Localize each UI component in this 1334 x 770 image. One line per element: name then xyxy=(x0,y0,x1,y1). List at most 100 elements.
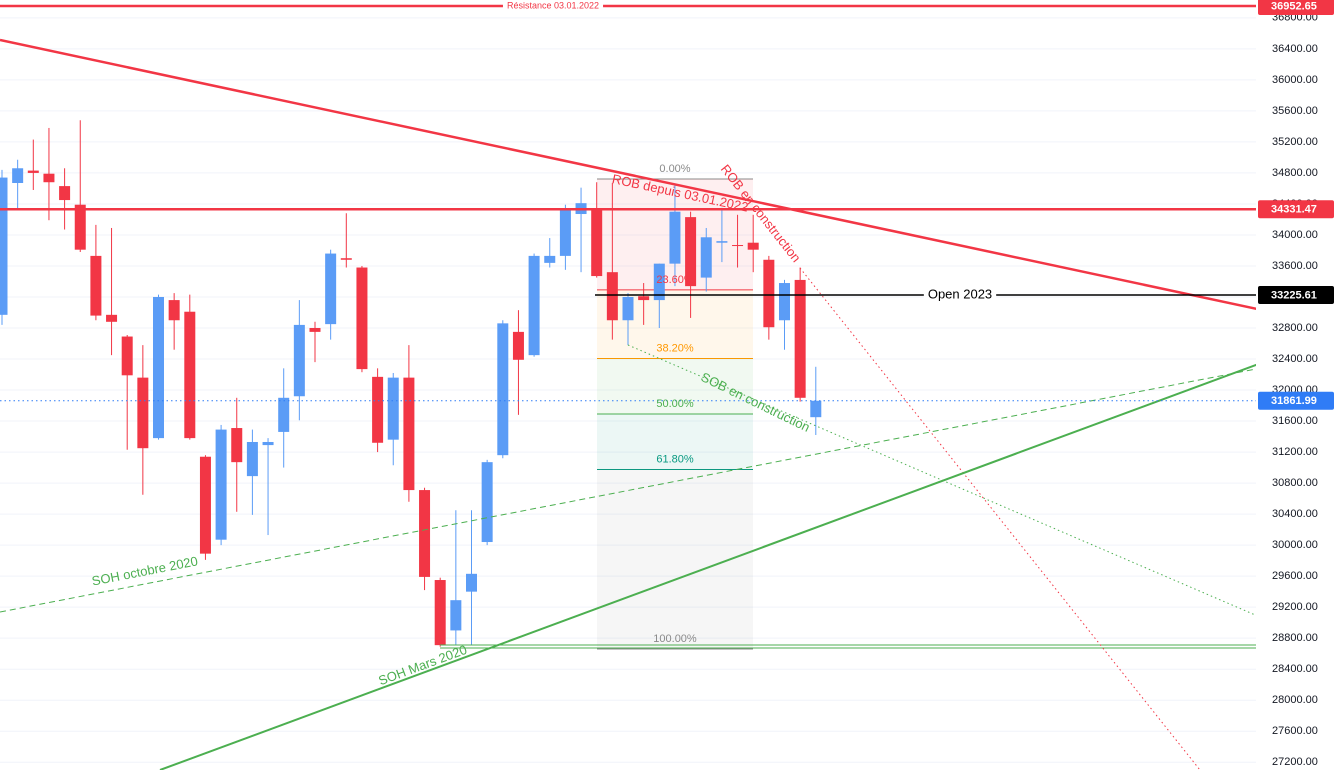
candle-body xyxy=(559,210,571,256)
y-tick-label: 28800.00 xyxy=(1272,632,1318,644)
candle-body xyxy=(12,168,24,184)
candle-body xyxy=(215,429,227,540)
y-tick-label: 27200.00 xyxy=(1272,756,1318,768)
fib-label: 61.80% xyxy=(656,453,694,465)
price-axis: 27200.00 27600.00 28000.00 28400.00 28800.00… xyxy=(1256,0,1334,770)
price-line-label-bg xyxy=(502,0,604,11)
candle-body xyxy=(356,267,368,370)
y-tick-label: 31200.00 xyxy=(1272,446,1318,458)
candle-body xyxy=(184,311,196,439)
axis-background xyxy=(1256,0,1334,770)
candle-body xyxy=(387,377,399,440)
price-line-label: Open 2023 xyxy=(928,286,992,301)
y-tick-label: 29600.00 xyxy=(1272,570,1318,582)
price-box xyxy=(1258,391,1334,410)
y-tick-label: 33600.00 xyxy=(1272,260,1318,272)
candle-body xyxy=(372,376,384,443)
y-tick-label: 30400.00 xyxy=(1272,508,1318,520)
candle-body xyxy=(606,272,618,321)
drawings xyxy=(0,4,1256,770)
candle-body xyxy=(59,186,71,201)
y-tick-label: 28000.00 xyxy=(1272,694,1318,706)
candle-body xyxy=(27,170,39,173)
candle-body xyxy=(747,242,759,250)
fib-label: 38.20% xyxy=(656,342,694,354)
candle-body xyxy=(43,173,55,183)
price-box-label: 34331.47 xyxy=(1271,204,1317,216)
y-tick-label: 30800.00 xyxy=(1272,477,1318,489)
y-tick-label: 28400.00 xyxy=(1272,663,1318,675)
y-tick-label: 31600.00 xyxy=(1272,415,1318,427)
candle-body xyxy=(544,255,556,263)
candle-body xyxy=(779,283,790,321)
candle-body xyxy=(340,258,352,260)
candle-body xyxy=(90,255,102,316)
candle-body xyxy=(481,462,493,543)
price-box-label: 31861.99 xyxy=(1271,395,1317,407)
candle-body xyxy=(231,428,243,463)
fib-label: 23.60% xyxy=(656,274,694,286)
price-box xyxy=(1258,286,1334,305)
fib-band xyxy=(597,358,753,414)
trend-line xyxy=(159,363,1256,770)
candle-body xyxy=(74,204,86,250)
candle-body xyxy=(810,400,822,418)
trend-line xyxy=(627,344,1256,616)
price-box-label: 33225.61 xyxy=(1271,289,1317,301)
y-tick-label: 35600.00 xyxy=(1272,105,1318,117)
candle-body xyxy=(794,279,806,398)
y-tick-label: 30000.00 xyxy=(1272,539,1318,551)
price-box-label: 36952.65 xyxy=(1271,0,1317,12)
price-box xyxy=(1258,0,1334,15)
y-tick-label: 35200.00 xyxy=(1272,136,1318,148)
candle-body xyxy=(512,331,524,360)
candle-body xyxy=(466,573,477,592)
fib-band xyxy=(597,414,753,470)
candle-body xyxy=(716,241,728,243)
candle-body xyxy=(450,600,462,631)
candle-body xyxy=(309,328,321,332)
y-tick-label: 29200.00 xyxy=(1272,601,1318,613)
candle-body xyxy=(528,255,540,356)
price-line-label: Résistance 03.01.2022 xyxy=(507,0,599,10)
fib-label: 0.00% xyxy=(659,163,690,175)
fib-label: 50.00% xyxy=(656,398,694,410)
y-tick-label: 36400.00 xyxy=(1272,43,1318,55)
candle-body xyxy=(434,580,446,646)
trend-line xyxy=(0,368,1256,613)
candle-body xyxy=(419,490,431,577)
y-tick-label: 34000.00 xyxy=(1272,229,1318,241)
candle-body xyxy=(278,397,290,432)
candle-body xyxy=(121,336,133,376)
candle-body xyxy=(246,441,258,477)
y-tick-label: 36000.00 xyxy=(1272,74,1318,86)
candle-body xyxy=(293,324,305,397)
candle-body xyxy=(497,323,509,456)
candle-body xyxy=(153,296,164,439)
trend-line xyxy=(0,38,1256,311)
y-tick-label: 27600.00 xyxy=(1272,725,1318,737)
candle-body xyxy=(0,177,8,315)
candle-body xyxy=(403,377,415,491)
y-tick-label: 32800.00 xyxy=(1272,322,1318,334)
y-tick-label: 32400.00 xyxy=(1272,353,1318,365)
y-tick-label: 34800.00 xyxy=(1272,167,1318,179)
fib-band xyxy=(597,469,753,649)
candle-body xyxy=(669,211,681,264)
candle-body xyxy=(137,377,149,449)
candle-body xyxy=(199,456,211,554)
candle-body xyxy=(325,253,337,325)
candles xyxy=(0,120,822,647)
price-box xyxy=(1258,200,1334,219)
candle-body xyxy=(732,245,744,247)
candle-body xyxy=(700,237,712,278)
candle-body xyxy=(106,314,118,322)
candle-body xyxy=(763,259,775,328)
candle-body xyxy=(638,296,650,301)
candle-body xyxy=(262,441,274,446)
fib-label: 100.00% xyxy=(653,633,697,645)
candle-body xyxy=(168,300,180,321)
candle-body xyxy=(685,217,697,287)
